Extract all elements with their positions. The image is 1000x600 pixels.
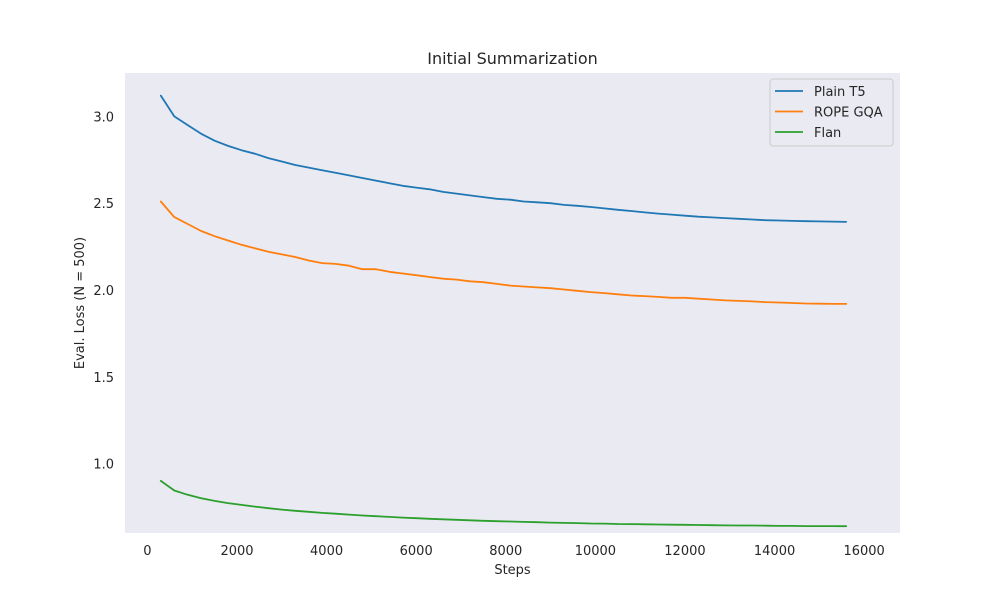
x-tick-label: 8000	[489, 544, 522, 559]
legend-label: Plain T5	[814, 85, 866, 100]
x-tick-label: 2000	[220, 544, 253, 559]
x-tick-label: 4000	[310, 544, 343, 559]
legend-box	[769, 78, 894, 147]
x-tick-label: 12000	[664, 544, 705, 559]
series-layer	[159, 94, 848, 528]
legend-label: ROPE GQA	[814, 106, 883, 121]
y-tick-label: 3.0	[93, 110, 114, 125]
series-line-plain-t5	[159, 94, 848, 223]
y-axis-label: Eval. Loss (N = 500)	[73, 237, 88, 369]
y-tick-label: 1.0	[93, 458, 114, 473]
x-tick-label: 0	[143, 544, 151, 559]
x-axis-label: Steps	[494, 563, 531, 578]
series-line-rope-gqa	[159, 200, 848, 305]
chart-title: Initial Summarization	[427, 49, 598, 68]
x-tick-label: 10000	[575, 544, 616, 559]
legend-label: Flan	[814, 126, 841, 141]
y-axis: 1.0 1.5 2.0 2.5 3.0	[93, 110, 114, 472]
y-tick-label: 1.5	[93, 371, 114, 386]
x-tick-label: 16000	[843, 544, 884, 559]
legend: Plain T5 ROPE GQA Flan	[769, 78, 894, 147]
y-tick-label: 2.0	[93, 284, 114, 299]
x-tick-label: 14000	[754, 544, 795, 559]
y-tick-label: 2.5	[93, 197, 114, 212]
x-axis: 0 2000 4000 6000 8000 10000 12000 14000 16000	[143, 544, 885, 559]
x-tick-label: 6000	[400, 544, 433, 559]
series-line-flan	[159, 479, 848, 528]
